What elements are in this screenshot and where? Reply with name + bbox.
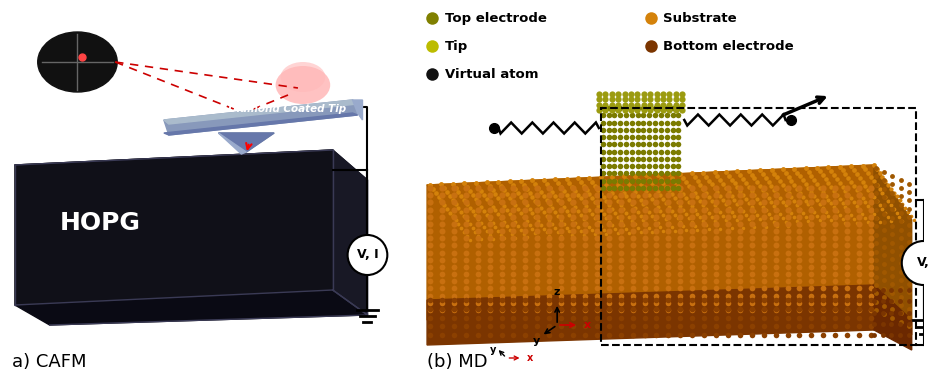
Text: x: x [584, 320, 591, 330]
Polygon shape [874, 165, 911, 335]
Bar [601, 108, 916, 345]
Text: V, I: V, I [356, 248, 379, 261]
Polygon shape [352, 100, 363, 120]
Text: Substrate: Substrate [663, 12, 737, 25]
Text: Top electrode: Top electrode [445, 12, 547, 25]
Ellipse shape [281, 62, 326, 92]
Ellipse shape [38, 32, 117, 92]
Polygon shape [427, 285, 874, 345]
Polygon shape [219, 133, 274, 152]
Text: (b) MD: (b) MD [427, 353, 487, 371]
Text: y: y [489, 345, 496, 355]
Text: V,: V, [917, 257, 930, 270]
Text: a) CAFM: a) CAFM [12, 353, 86, 371]
Text: z: z [554, 287, 561, 297]
Polygon shape [164, 113, 357, 135]
Text: Virtual atom: Virtual atom [445, 67, 538, 80]
Text: x: x [526, 353, 533, 363]
Polygon shape [427, 165, 911, 240]
Text: Diamond Coated Tip: Diamond Coated Tip [229, 104, 347, 114]
Polygon shape [15, 150, 367, 195]
Polygon shape [874, 285, 911, 350]
Polygon shape [427, 165, 874, 320]
Ellipse shape [275, 66, 330, 104]
Polygon shape [219, 133, 274, 152]
Text: y: y [533, 336, 540, 346]
Polygon shape [164, 100, 357, 124]
Polygon shape [15, 290, 367, 325]
Text: HOPG: HOPG [60, 211, 140, 235]
Polygon shape [333, 150, 367, 315]
Polygon shape [164, 100, 357, 135]
Circle shape [348, 235, 387, 275]
Text: Tip: Tip [445, 40, 468, 52]
Polygon shape [219, 133, 246, 154]
Text: Bottom electrode: Bottom electrode [663, 40, 794, 52]
Circle shape [902, 241, 930, 285]
Polygon shape [15, 150, 333, 305]
